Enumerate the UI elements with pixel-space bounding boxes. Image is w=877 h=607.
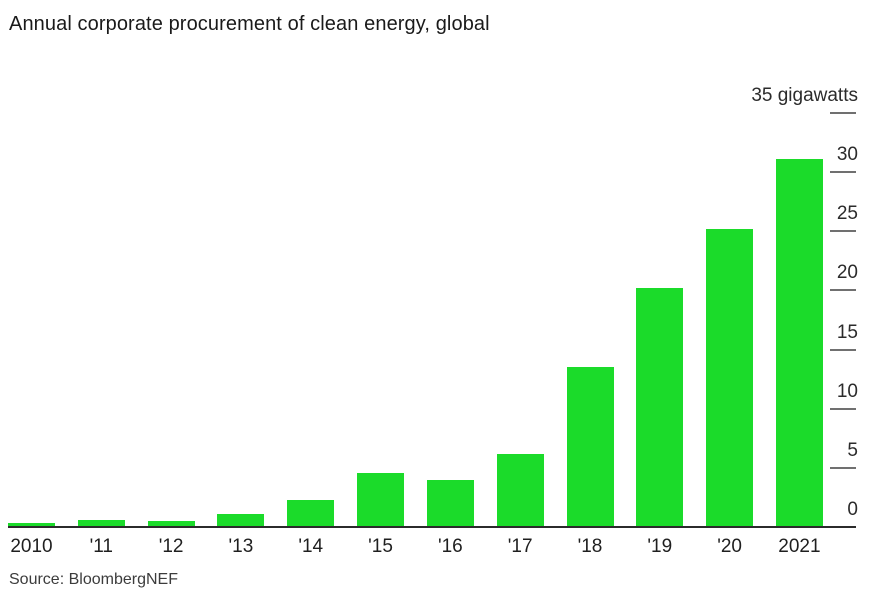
chart-title: Annual corporate procurement of clean en… [9,13,490,35]
y-tick-dash-20 [830,289,856,291]
x-tick-label: '13 [228,536,254,557]
y-tick-label-5: 5 [847,440,858,461]
bar-14 [287,500,335,527]
source-note: Source: BloombergNEF [9,571,178,588]
y-tick-label-10: 10 [836,381,858,402]
x-tick-label: '15 [368,536,393,557]
y-tick-dash-25 [830,230,856,232]
y-tick-dash-5 [830,467,856,469]
y-tick-label-0: 0 [847,499,858,520]
x-tick-2010: 2010 [8,536,55,558]
x-tick-label: '18 [577,536,603,557]
y-tick-label-20: 20 [836,262,858,283]
bar-19 [636,288,684,527]
x-tick-label: 2010 [10,536,53,557]
y-tick-dash-35 [830,112,856,114]
x-tick-15: '15 [357,536,404,558]
x-tick-12: '12 [148,536,195,558]
x-tick-14: '14 [287,536,334,558]
x-tick-label: '12 [158,536,184,557]
bar-11 [77,520,125,527]
x-tick-label: '17 [507,536,533,557]
y-tick-dash-15 [830,349,856,351]
x-tick-11: '11 [78,536,125,558]
y-tick-label-30: 30 [836,144,858,165]
x-tick-label: '16 [437,536,463,557]
y-tick-dash-30 [830,171,856,173]
bar-12 [147,521,195,527]
x-tick-label: '11 [89,536,113,557]
x-tick-label: '20 [717,536,742,557]
bar-20 [706,229,754,527]
bar-18 [566,367,614,527]
x-tick-17: '17 [497,536,544,558]
x-tick-label: 2021 [778,536,821,557]
y-tick-dash-10 [830,408,856,410]
bar-2021 [775,159,823,527]
bar-17 [496,454,544,527]
y-tick-label-15: 15 [836,322,858,343]
y-tick-label-35: 35 gigawatts [751,85,858,106]
x-axis-labels: 2010 '11 '12 '13 '14 '15 '16 '17 '18 '19 '20 2021 [8,536,823,558]
x-tick-19: '19 [636,536,683,558]
x-tick-2021: 2021 [776,536,823,558]
x-tick-13: '13 [217,536,264,558]
bar-2010 [8,523,55,527]
x-tick-18: '18 [567,536,614,558]
bars-container [8,113,823,527]
bar-15 [357,473,405,527]
y-tick-label-25: 25 [836,203,858,224]
bar-13 [217,514,265,527]
x-tick-label: '14 [298,536,324,557]
x-tick-20: '20 [706,536,753,558]
x-tick-label: '19 [647,536,673,557]
x-tick-16: '16 [427,536,474,558]
bar-16 [426,480,474,527]
x-axis-line [8,526,856,528]
